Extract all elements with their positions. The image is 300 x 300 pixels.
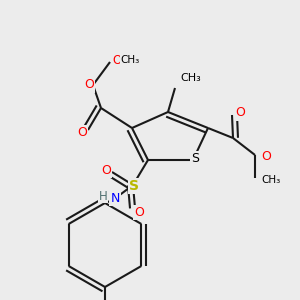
- Text: O: O: [84, 79, 94, 92]
- Text: S: S: [191, 152, 199, 164]
- Text: N: N: [110, 191, 120, 205]
- Text: CH₃: CH₃: [120, 55, 139, 65]
- Text: S: S: [129, 179, 139, 193]
- Text: H: H: [99, 190, 107, 202]
- Text: O: O: [261, 151, 271, 164]
- Text: O: O: [101, 164, 111, 176]
- Text: CH₃: CH₃: [261, 175, 280, 185]
- Text: CH₃: CH₃: [180, 73, 201, 83]
- Text: O: O: [235, 106, 245, 119]
- Text: O: O: [112, 53, 121, 67]
- Text: O: O: [134, 206, 144, 218]
- Text: O: O: [77, 125, 87, 139]
